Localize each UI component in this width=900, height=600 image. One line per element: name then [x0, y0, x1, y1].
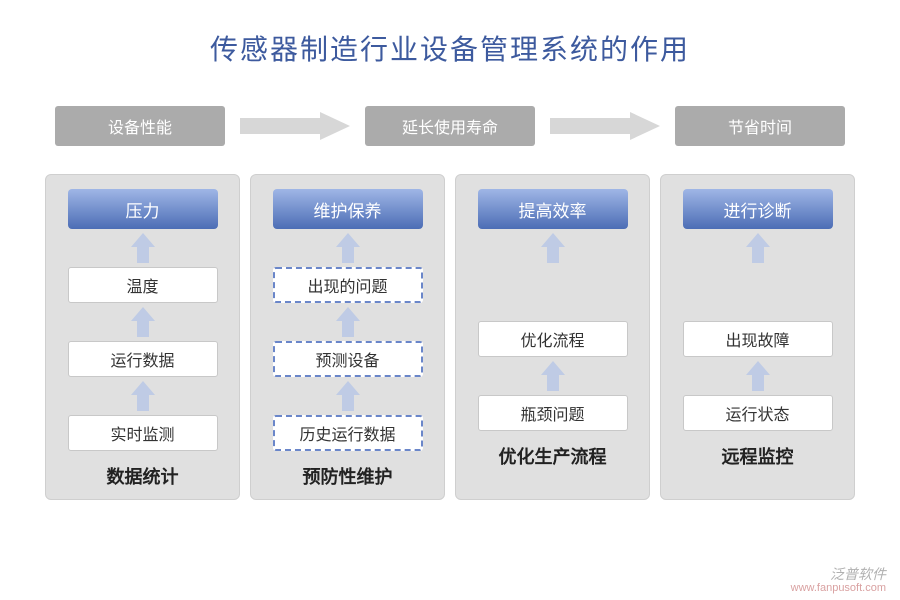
- column-1: 压力 温度 运行数据 实时监测 数据统计: [45, 174, 240, 500]
- watermark-brand: 泛普软件: [791, 567, 886, 582]
- arrow-up-icon: [131, 381, 155, 411]
- watermark-url: www.fanpusoft.com: [791, 582, 886, 594]
- column-item: 优化流程: [478, 321, 628, 357]
- column-item: 运行状态: [683, 395, 833, 431]
- column-item: 运行数据: [68, 341, 218, 377]
- page-title: 传感器制造行业设备管理系统的作用: [0, 0, 900, 68]
- arrow-up-icon: [336, 233, 360, 263]
- column-item: 出现的问题: [273, 267, 423, 303]
- column-item: 历史运行数据: [273, 415, 423, 451]
- watermark: 泛普软件 www.fanpusoft.com: [791, 567, 886, 594]
- column-4: 进行诊断 出现故障 运行状态 远程监控: [660, 174, 855, 500]
- column-item: 预测设备: [273, 341, 423, 377]
- column-header: 进行诊断: [683, 189, 833, 229]
- top-flow-row: 设备性能 延长使用寿命 节省时间: [0, 106, 900, 146]
- top-box-3: 节省时间: [675, 106, 845, 146]
- column-label: 数据统计: [107, 463, 179, 489]
- arrow-up-icon: [131, 233, 155, 263]
- column-header: 提高效率: [478, 189, 628, 229]
- arrow-up-icon: [541, 233, 565, 263]
- arrow-up-icon: [131, 307, 155, 337]
- column-label: 优化生产流程: [499, 443, 607, 469]
- column-2: 维护保养 出现的问题 预测设备 历史运行数据 预防性维护: [250, 174, 445, 500]
- column-item: 温度: [68, 267, 218, 303]
- top-box-1: 设备性能: [55, 106, 225, 146]
- column-label: 预防性维护: [303, 463, 393, 489]
- arrow-up-icon: [541, 361, 565, 391]
- column-label: 远程监控: [722, 443, 794, 469]
- column-header: 压力: [68, 189, 218, 229]
- column-3: 提高效率 优化流程 瓶颈问题 优化生产流程: [455, 174, 650, 500]
- column-header: 维护保养: [273, 189, 423, 229]
- column-item: 实时监测: [68, 415, 218, 451]
- top-box-2: 延长使用寿命: [365, 106, 535, 146]
- arrow-up-icon: [336, 381, 360, 411]
- column-item: 出现故障: [683, 321, 833, 357]
- columns-container: 压力 温度 运行数据 实时监测 数据统计 维护保养 出现的问题 预测设备 历史运…: [0, 174, 900, 500]
- arrow-up-icon: [746, 361, 770, 391]
- arrow-up-icon: [336, 307, 360, 337]
- column-item: 瓶颈问题: [478, 395, 628, 431]
- arrow-right-icon: [545, 112, 665, 140]
- arrow-up-icon: [746, 233, 770, 263]
- arrow-right-icon: [235, 112, 355, 140]
